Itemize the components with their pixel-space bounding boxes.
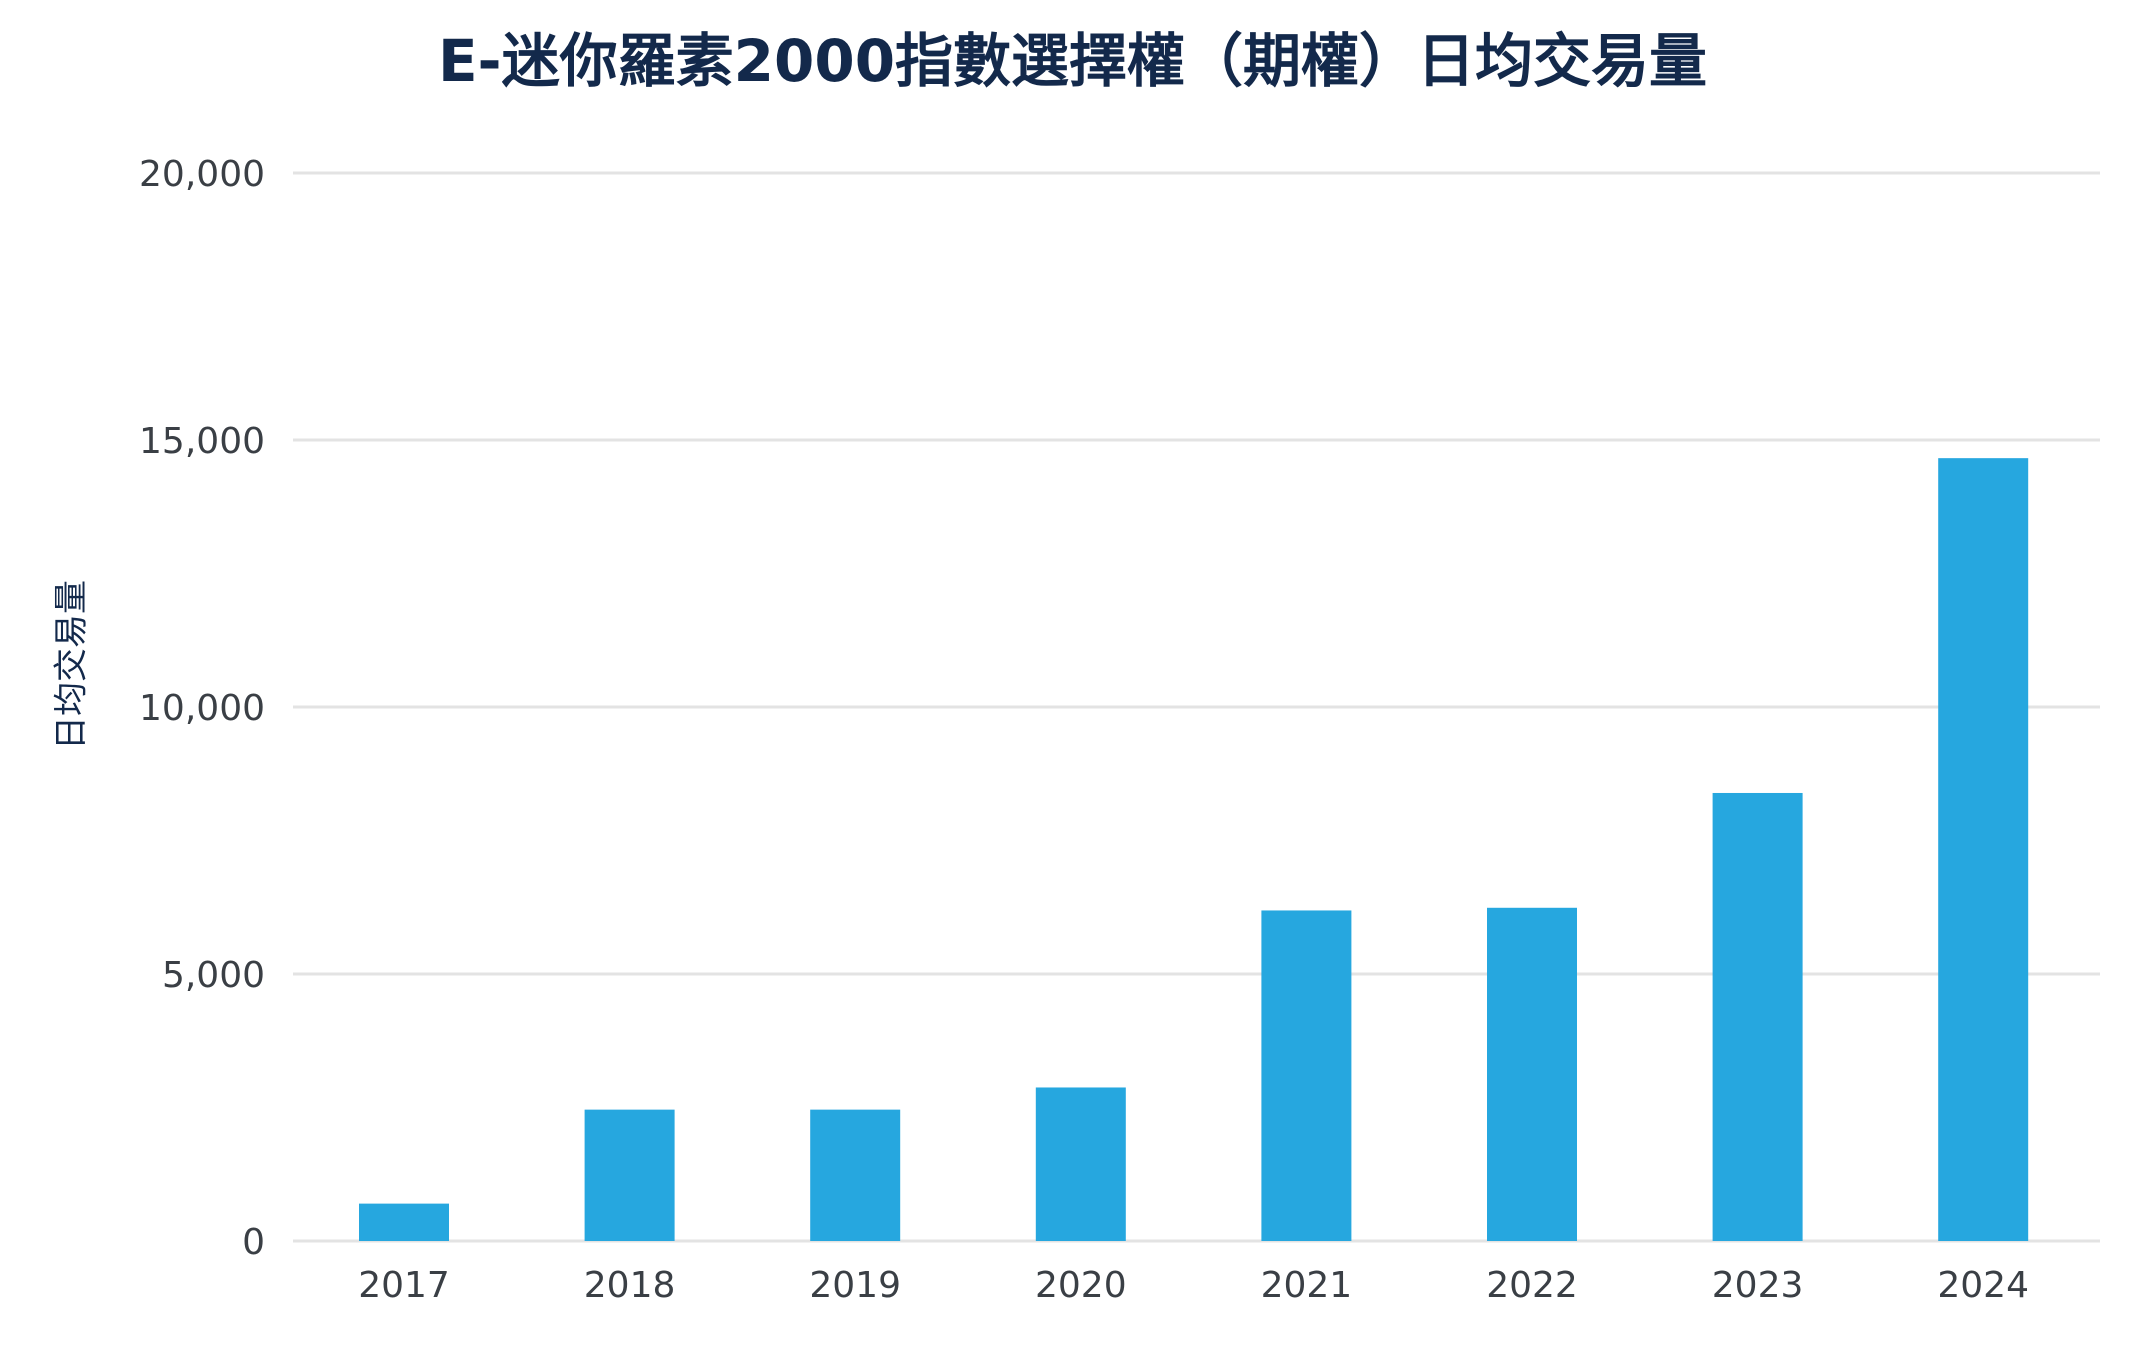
bar-2020 xyxy=(1035,1087,1126,1241)
x-tick-label: 2023 xyxy=(1712,1265,1804,1306)
x-tick-label: 2024 xyxy=(1937,1265,2029,1306)
x-tick-label: 2017 xyxy=(358,1265,450,1306)
x-tick-label: 2022 xyxy=(1486,1265,1578,1306)
bar-2017 xyxy=(359,1203,449,1241)
x-tick-label: 2019 xyxy=(809,1265,901,1306)
y-tick-label: 20,000 xyxy=(139,154,265,195)
x-tick-label: 2020 xyxy=(1035,1265,1127,1306)
x-tick-label: 2018 xyxy=(584,1265,676,1306)
y-tick-label: 5,000 xyxy=(162,955,265,996)
bar-2019 xyxy=(810,1109,901,1241)
x-tick-label: 2021 xyxy=(1261,1265,1353,1306)
bar-2018 xyxy=(584,1109,675,1241)
bar-2021 xyxy=(1261,910,1352,1241)
bar-2024 xyxy=(1938,458,2029,1241)
chart-title: E-迷你羅素2000指數選擇權（期權）日均交易量 xyxy=(437,27,1708,95)
y-tick-label: 0 xyxy=(242,1222,265,1263)
bar-2022 xyxy=(1487,907,1577,1241)
y-tick-label: 10,000 xyxy=(139,688,265,729)
bar-2023 xyxy=(1712,792,1803,1241)
y-tick-label: 15,000 xyxy=(139,421,265,462)
